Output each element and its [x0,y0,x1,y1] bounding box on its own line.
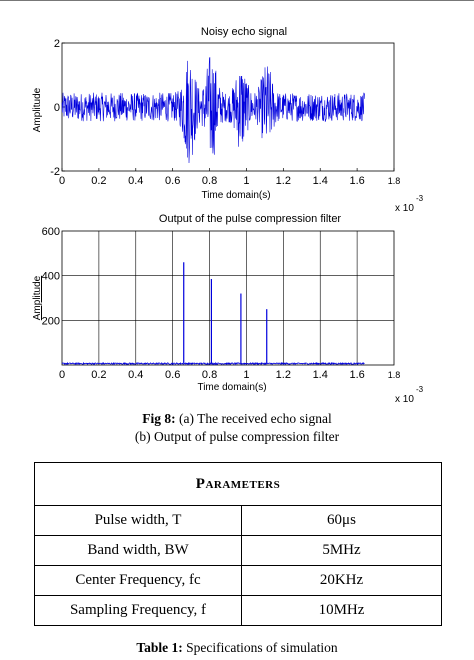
x-tick-label: 1.4 [313,175,328,187]
chart-title: Output of the pulse compression filter [159,213,342,225]
pulse-compression-plot: Output of the pulse compression filter 0… [32,213,424,405]
table-header-row: PARAMETERS [34,462,442,506]
x-tick-label: 0.6 [165,175,180,187]
y-tick-label: 200 [42,315,60,327]
table-header: PARAMETERS [34,462,442,506]
param-name: Center Frequency, fc [34,565,242,596]
table-header-initial: P [195,475,206,492]
x-tick-label: 1 [243,175,249,187]
x-tick-label: 1.2 [276,369,291,381]
plot-frame [61,230,395,366]
noisy-echo-plot: Noisy echo signal 0 0.2 0.4 0.6 0.8 1 1.2 1.4 1.… [32,26,424,214]
x-exponent-label: x 10 [395,394,414,405]
figure-caption-label: Fig 8: [142,411,176,426]
noisy-echo-chart: Noisy echo signal 0 0.2 0.4 0.6 0.8 1 1.2 1.4 1.… [0,0,474,218]
x-tick-label: 0.4 [128,369,143,381]
tick-labels: 0 0.2 0.4 0.6 0.8 1 1.2 1.4 1.6 1.8 200 400 600 [42,226,401,381]
param-name: Sampling Frequency, f [34,595,242,626]
x-tick-label: 0.8 [202,175,217,187]
x-tick-label: 1.6 [349,369,364,381]
figure-caption-text-b: (b) Output of pulse compression filter [134,429,340,444]
x-axis-label: Time domain(s) [201,190,270,201]
table-caption-text: Specifications of simulation [182,640,338,655]
y-tick-label: 0 [54,102,60,114]
param-value: 10MHz [241,595,442,626]
param-value: 60μs [241,505,442,536]
table-row: Sampling Frequency, f 10MHz [34,595,442,626]
x-tick-label: 0.2 [91,369,106,381]
param-name: Band width, BW [34,535,242,566]
x-tick-label: 0 [59,369,65,381]
echo-signal-line [61,57,365,164]
figure-caption-line-1: Fig 8: (a) The received echo signal [0,410,474,428]
x-tick-label: 1.2 [276,175,291,187]
x-exponent-label: x 10 [395,203,414,214]
param-value: 20KHz [241,565,442,596]
grid-lines [62,231,394,365]
table-row: Band width, BW 5MHz [34,535,442,566]
compressed-output-line [61,361,365,366]
y-tick-label: 400 [42,271,60,283]
y-axis-label: Amplitude [32,87,43,132]
x-tick-label: 1.8 [388,176,401,186]
x-axis-label: Time domain(s) [197,382,266,393]
y-tick-label: 600 [42,226,60,238]
x-tick-label: 0.2 [91,175,106,187]
x-tick-label: 1.6 [349,175,364,187]
parameters-table: PARAMETERS Pulse width, T 60μs Band widt… [34,462,442,626]
pulse-compression-chart: Output of the pulse compression filter 0… [0,206,474,406]
tick-labels: 0 0.2 0.4 0.6 0.8 1 1.2 1.4 1.6 1.8-202 [50,38,400,187]
table-header-rest: ARAMETERS [205,478,281,491]
y-tick-label: 2 [54,38,60,50]
top-rule [0,0,474,1]
figure-caption-text-a: (a) The received echo signal [175,411,332,426]
x-tick-label: 1.8 [388,370,401,380]
x-exponent: -3 [416,385,424,394]
x-tick-label: 1 [243,369,249,381]
table-row: Center Frequency, fc 20KHz [34,565,442,596]
table-caption-label: Table 1: [136,640,183,655]
x-tick-label: 0 [59,175,65,187]
y-axis-label: Amplitude [32,275,43,320]
x-tick-label: 0.8 [202,369,217,381]
y-tick-label: -2 [50,166,60,178]
chart-title: Noisy echo signal [201,26,287,38]
x-tick-label: 0.4 [128,175,143,187]
figure-caption: Fig 8: (a) The received echo signal (b) … [0,410,474,446]
table-caption: Table 1: Specifications of simulation [0,640,474,656]
param-name: Pulse width, T [34,505,242,536]
param-value: 5MHz [241,535,442,566]
table-header-text: PARAMETERS [195,475,281,492]
x-exponent: -3 [416,194,424,203]
x-tick-label: 1.4 [313,369,328,381]
table-row: Pulse width, T 60μs [34,505,442,536]
x-tick-label: 0.6 [165,369,180,381]
